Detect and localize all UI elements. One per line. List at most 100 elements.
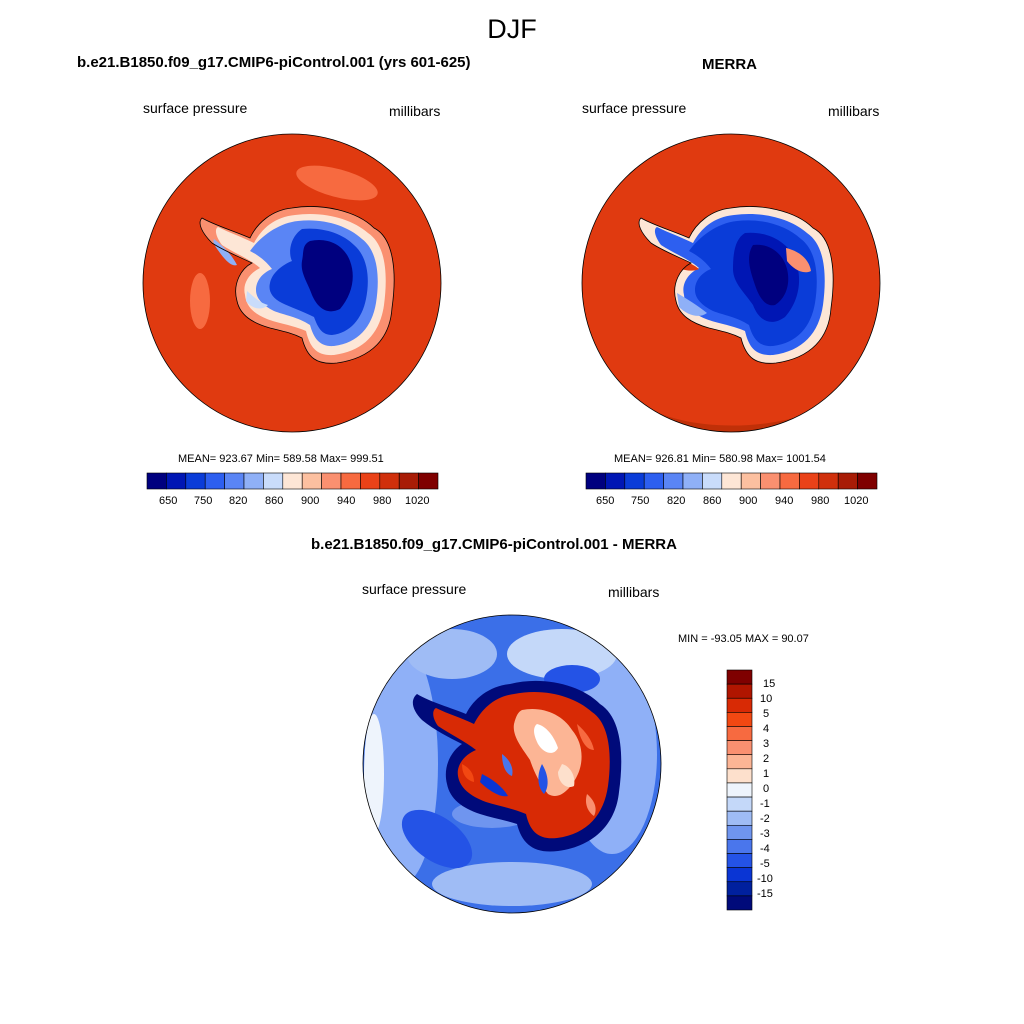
colorbar-swatch xyxy=(726,669,753,685)
colorbar-tick-label: 4 xyxy=(763,723,770,735)
colorbar-tick-label: -15 xyxy=(757,888,773,900)
colorbar-swatch xyxy=(321,472,342,490)
colorbar-swatch xyxy=(282,472,303,490)
panel1-title: b.e21.B1850.f09_g17.CMIP6-piControl.001 … xyxy=(77,54,471,71)
panel3-stats: MIN = -93.05 MAX = 90.07 xyxy=(678,633,809,645)
colorbar-swatch xyxy=(418,472,439,490)
colorbar-swatch xyxy=(166,472,187,490)
colorbar-tick-label: 980 xyxy=(811,495,830,507)
panel1-coastline xyxy=(199,206,395,364)
colorbar-swatch xyxy=(243,472,264,490)
panel3-polar-map xyxy=(362,614,662,914)
colorbar-tick-label: 1 xyxy=(763,768,770,780)
colorbar-swatch xyxy=(301,472,322,490)
colorbar-swatch xyxy=(857,472,878,490)
panel3-title: b.e21.B1850.f09_g17.CMIP6-piControl.001 … xyxy=(311,536,677,553)
panel1-stats: MEAN= 923.67 Min= 589.58 Max= 999.51 xyxy=(178,453,384,465)
colorbar-swatch xyxy=(340,472,361,490)
panel1-colorbar-labels: 650 750 820 860 900 940 980 1020 xyxy=(147,495,438,509)
panel3-map-border xyxy=(362,614,662,914)
colorbar-tick-label: 0 xyxy=(763,783,770,795)
colorbar-swatch xyxy=(643,472,664,490)
colorbar-swatch xyxy=(726,740,753,756)
colorbar-swatch xyxy=(726,796,753,812)
colorbar-tick-label: 940 xyxy=(775,495,794,507)
colorbar-tick-label: -5 xyxy=(760,858,770,870)
colorbar-tick-label: 750 xyxy=(631,495,650,507)
panel1-colorbar xyxy=(146,472,439,490)
colorbar-tick-label: 980 xyxy=(373,495,392,507)
colorbar-swatch xyxy=(837,472,858,490)
panel2-units-label: millibars xyxy=(828,103,880,119)
panel1-map-border xyxy=(142,133,442,433)
panel2-title: MERRA xyxy=(702,56,757,73)
colorbar-tick-label: -1 xyxy=(760,798,770,810)
colorbar-tick-label: 860 xyxy=(265,495,284,507)
colorbar-swatch xyxy=(726,853,753,868)
panel3-colorbar-labels: 15 10 5 4 3 2 1 0 -1 -2 -3 -4 -5 -10 -15 xyxy=(757,670,797,910)
colorbar-tick-label: 5 xyxy=(763,708,770,720)
panel3-colorbar xyxy=(726,669,753,911)
panel2-colorbar xyxy=(585,472,878,490)
colorbar-tick-label: 650 xyxy=(596,495,615,507)
colorbar-swatch xyxy=(726,712,753,727)
colorbar-tick-label: 15 xyxy=(763,678,776,690)
colorbar-swatch xyxy=(379,472,400,490)
colorbar-swatch xyxy=(740,472,761,490)
panel1-polar-map xyxy=(142,133,442,433)
colorbar-swatch xyxy=(702,472,723,490)
panel2-map-border xyxy=(581,133,881,433)
colorbar-swatch xyxy=(663,472,684,490)
colorbar-tick-label: 940 xyxy=(337,495,356,507)
colorbar-swatch xyxy=(726,867,753,883)
colorbar-tick-label: 860 xyxy=(703,495,722,507)
panel1-units-label: millibars xyxy=(389,103,441,119)
colorbar-swatch xyxy=(204,472,225,490)
colorbar-swatch xyxy=(726,726,753,741)
colorbar-swatch xyxy=(224,472,245,490)
colorbar-tick-label: 820 xyxy=(229,495,248,507)
colorbar-swatch xyxy=(605,472,626,490)
colorbar-tick-label: 750 xyxy=(194,495,213,507)
colorbar-tick-label: 820 xyxy=(667,495,686,507)
panel2-coastline xyxy=(638,206,834,364)
colorbar-swatch xyxy=(799,472,820,490)
colorbar-swatch xyxy=(726,782,753,798)
colorbar-swatch xyxy=(682,472,703,490)
colorbar-swatch xyxy=(726,810,753,826)
colorbar-tick-label: 1020 xyxy=(844,495,869,507)
colorbar-swatch xyxy=(398,472,419,490)
panel3-variable-label: surface pressure xyxy=(362,581,467,597)
colorbar-swatch xyxy=(146,472,167,490)
panel2-polar-map xyxy=(581,133,881,433)
colorbar-tick-label: 1020 xyxy=(405,495,430,507)
colorbar-swatch xyxy=(185,472,206,490)
panel1-variable-label: surface pressure xyxy=(143,100,248,116)
panel2-stats: MEAN= 926.81 Min= 580.98 Max= 1001.54 xyxy=(614,453,826,465)
colorbar-swatch xyxy=(726,768,753,784)
colorbar-tick-label: 2 xyxy=(763,753,770,765)
colorbar-swatch xyxy=(585,472,606,490)
colorbar-swatch xyxy=(263,472,284,490)
colorbar-tick-label: 10 xyxy=(760,693,773,705)
colorbar-tick-label: -3 xyxy=(760,828,770,840)
panel3-units-label: millibars xyxy=(608,584,660,600)
colorbar-swatch xyxy=(726,839,753,854)
colorbar-tick-label: -2 xyxy=(760,813,770,825)
colorbar-tick-label: -10 xyxy=(757,873,773,885)
colorbar-swatch xyxy=(726,754,753,770)
colorbar-tick-label: -4 xyxy=(760,843,770,855)
panel2-variable-label: surface pressure xyxy=(582,100,687,116)
colorbar-swatch xyxy=(779,472,800,490)
panel1-high-anomaly xyxy=(296,165,378,201)
colorbar-swatch xyxy=(726,824,753,840)
colorbar-swatch xyxy=(726,895,753,911)
figure-title: DJF xyxy=(487,14,537,44)
colorbar-tick-label: 900 xyxy=(301,495,320,507)
colorbar-tick-label: 650 xyxy=(159,495,178,507)
colorbar-swatch xyxy=(721,472,742,490)
colorbar-swatch xyxy=(624,472,645,490)
colorbar-swatch xyxy=(818,472,839,490)
colorbar-swatch xyxy=(760,472,781,490)
colorbar-tick-label: 3 xyxy=(763,738,770,750)
